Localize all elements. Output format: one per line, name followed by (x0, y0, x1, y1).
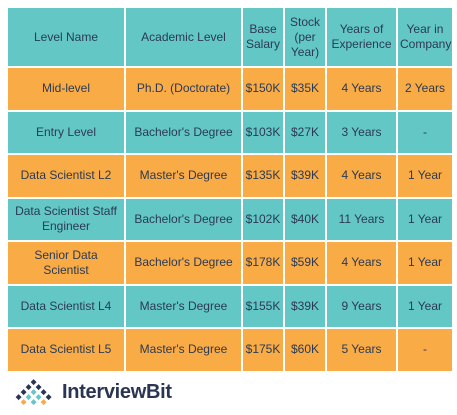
header-base-salary: Base Salary (243, 8, 283, 66)
cell-experience: 4 Years (327, 68, 396, 110)
cell-company: 1 Year (398, 198, 452, 240)
table-row: Mid-level Ph.D. (Doctorate) $150K $35K 4… (8, 68, 452, 110)
cell-academic: Master's Degree (126, 285, 241, 327)
cell-level: Entry Level (8, 111, 124, 153)
cell-stock: $39K (285, 285, 325, 327)
cell-stock: $27K (285, 111, 325, 153)
cell-base: $135K (243, 155, 283, 197)
cell-stock: $40K (285, 198, 325, 240)
cell-stock: $35K (285, 68, 325, 110)
cell-level: Data Scientist L2 (8, 155, 124, 197)
cell-base: $103K (243, 111, 283, 153)
cell-experience: 4 Years (327, 155, 396, 197)
cell-academic: Bachelor's Degree (126, 198, 241, 240)
cell-experience: 3 Years (327, 111, 396, 153)
cell-academic: Master's Degree (126, 329, 241, 371)
salary-table-container: Level Name Academic Level Base Salary St… (6, 6, 452, 371)
cell-level: Senior Data Scientist (8, 242, 124, 284)
cell-academic: Bachelor's Degree (126, 111, 241, 153)
table-row: Data Scientist L2 Master's Degree $135K … (8, 155, 452, 197)
cell-experience: 11 Years (327, 198, 396, 240)
cell-level: Data Scientist L4 (8, 285, 124, 327)
salary-table: Level Name Academic Level Base Salary St… (6, 6, 454, 373)
cell-company: 2 Years (398, 68, 452, 110)
cell-base: $155K (243, 285, 283, 327)
cell-academic: Bachelor's Degree (126, 242, 241, 284)
table-header-row: Level Name Academic Level Base Salary St… (8, 8, 452, 66)
cell-company: - (398, 111, 452, 153)
cell-stock: $39K (285, 155, 325, 197)
cell-company: 1 Year (398, 242, 452, 284)
cell-level: Data Scientist Staff Engineer (8, 198, 124, 240)
table-row: Senior Data Scientist Bachelor's Degree … (8, 242, 452, 284)
cell-stock: $60K (285, 329, 325, 371)
table-row: Data Scientist Staff Engineer Bachelor's… (8, 198, 452, 240)
interviewbit-logo[interactable]: InterviewBit (12, 378, 172, 406)
header-year-in-company: Year in Company (398, 8, 452, 66)
cell-academic: Ph.D. (Doctorate) (126, 68, 241, 110)
logo-text: InterviewBit (62, 380, 172, 403)
cell-base: $175K (243, 329, 283, 371)
cell-base: $150K (243, 68, 283, 110)
cell-stock: $59K (285, 242, 325, 284)
header-academic-level: Academic Level (126, 8, 241, 66)
table-row: Data Scientist L5 Master's Degree $175K … (8, 329, 452, 371)
cell-level: Mid-level (8, 68, 124, 110)
interviewbit-logo-icon (12, 379, 56, 405)
table-row: Data Scientist L4 Master's Degree $155K … (8, 285, 452, 327)
header-stock: Stock (per Year) (285, 8, 325, 66)
table-row: Entry Level Bachelor's Degree $103K $27K… (8, 111, 452, 153)
cell-experience: 9 Years (327, 285, 396, 327)
header-years-experience: Years of Experience (327, 8, 396, 66)
cell-company: 1 Year (398, 155, 452, 197)
cell-level: Data Scientist L5 (8, 329, 124, 371)
header-level-name: Level Name (8, 8, 124, 66)
cell-experience: 4 Years (327, 242, 396, 284)
cell-academic: Master's Degree (126, 155, 241, 197)
cell-base: $178K (243, 242, 283, 284)
cell-company: - (398, 329, 452, 371)
cell-base: $102K (243, 198, 283, 240)
cell-company: 1 Year (398, 285, 452, 327)
cell-experience: 5 Years (327, 329, 396, 371)
